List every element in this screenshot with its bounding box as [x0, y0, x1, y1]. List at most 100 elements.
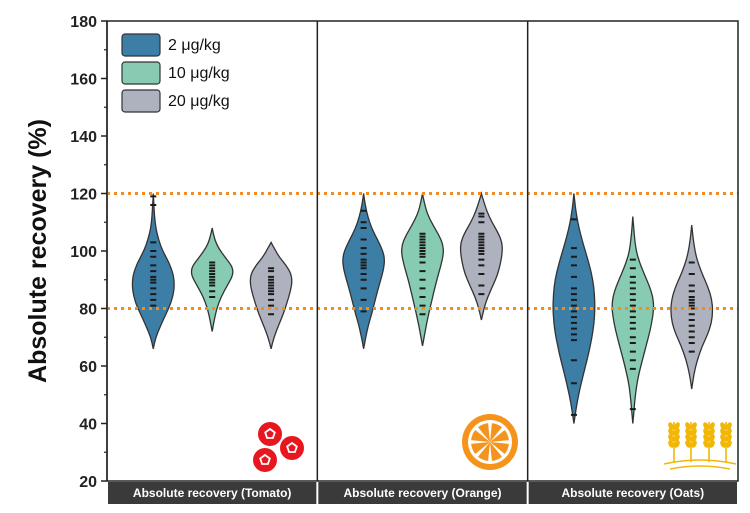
panels: [131, 191, 714, 424]
violin-10-g-kg: [611, 216, 655, 424]
plot-frame: [106, 20, 739, 482]
data-point: [478, 293, 485, 296]
orange-segment: [490, 430, 509, 442]
data-point: [419, 247, 426, 250]
data-point: [360, 252, 367, 255]
violin-20-g-kg: [249, 241, 293, 349]
data-point: [688, 319, 695, 321]
data-point: [150, 298, 157, 301]
panel-icons: [253, 414, 737, 472]
oat-grain: [668, 434, 674, 442]
data-point: [419, 241, 426, 244]
data-point: [209, 264, 216, 267]
data-point: [688, 330, 695, 333]
data-point: [209, 290, 216, 293]
data-point: [209, 267, 216, 270]
data-point: [629, 298, 636, 301]
data-point: [570, 310, 577, 313]
data-point: [688, 304, 695, 307]
data-point: [688, 261, 695, 264]
data-point: [209, 270, 216, 273]
data-point: [629, 304, 636, 307]
y-tick-label: 100: [70, 244, 97, 261]
data-point: [360, 267, 367, 270]
oat-ground-line: [663, 459, 737, 465]
panel-absolute-recovery-orange: [342, 191, 503, 349]
legend-label: 10 μg/kg: [168, 65, 230, 82]
orange-segment: [478, 423, 490, 442]
panel-absolute-recovery-oats: [552, 193, 714, 424]
data-point: [268, 267, 275, 270]
data-point: [150, 255, 157, 258]
tomato-icon: [253, 422, 304, 472]
data-point: [688, 313, 695, 316]
data-point: [629, 321, 636, 324]
y-tick-label: 140: [70, 129, 97, 146]
data-point: [478, 238, 485, 241]
data-point: [268, 298, 275, 301]
oat-grain: [703, 434, 709, 442]
legend-label: 2 μg/kg: [168, 37, 221, 54]
data-point: [688, 324, 695, 327]
oat-grain: [668, 422, 674, 430]
data-point: [478, 221, 485, 224]
panel-label: Absolute recovery (Tomato): [133, 486, 291, 500]
data-point: [629, 293, 636, 296]
y-tick-label: 80: [79, 302, 97, 319]
data-point: [570, 339, 577, 342]
data-point: [419, 235, 426, 238]
data-point: [570, 321, 577, 324]
orange-segment: [490, 442, 502, 461]
data-point: [629, 336, 636, 339]
data-point: [570, 293, 577, 296]
data-point: [629, 267, 636, 270]
oat-grain: [685, 440, 691, 448]
oats-icon: [663, 422, 737, 470]
data-point: [360, 273, 367, 275]
data-point: [360, 310, 367, 313]
data-point: [360, 238, 367, 241]
data-point: [478, 252, 485, 255]
data-point: [570, 287, 577, 290]
oat-grain: [674, 422, 680, 430]
oat-grain: [674, 434, 680, 442]
data-point: [629, 316, 636, 319]
data-point: [688, 336, 695, 339]
data-point: [360, 258, 367, 261]
oat-grain: [720, 422, 726, 430]
data-point: [688, 301, 695, 304]
data-point: [478, 247, 485, 250]
legend-label: 20 μg/kg: [168, 93, 230, 110]
panel-absolute-recovery-tomato: [131, 193, 293, 349]
data-point: [150, 241, 157, 244]
data-point: [570, 275, 577, 278]
data-point: [478, 212, 485, 215]
orange-icon: [462, 414, 518, 470]
orange-segment: [478, 442, 490, 461]
y-tick-label: 40: [79, 417, 97, 434]
data-point: [688, 342, 695, 344]
oat-grain: [720, 434, 726, 442]
oat-grain: [709, 422, 715, 430]
oat-grain: [668, 440, 674, 448]
data-point: [629, 287, 636, 290]
data-point: [268, 287, 275, 290]
data-point: [150, 270, 157, 273]
plot-border: [106, 20, 739, 482]
oat-grain: [726, 440, 732, 448]
data-point: [570, 359, 577, 362]
legend: 2 μg/kg 10 μg/kg 20 μg/kg: [121, 33, 230, 113]
data-point: [478, 258, 485, 261]
data-point: [688, 284, 695, 287]
data-point: [150, 278, 157, 281]
data-point: [150, 264, 157, 267]
oat-grain: [685, 428, 691, 436]
oat-grain: [720, 428, 726, 436]
data-point: [360, 209, 367, 212]
data-point: [688, 296, 695, 298]
data-point: [419, 296, 426, 298]
data-point: [478, 250, 485, 252]
y-tick-label: 60: [79, 359, 97, 376]
data-point: [360, 227, 367, 229]
data-point: [629, 408, 636, 411]
